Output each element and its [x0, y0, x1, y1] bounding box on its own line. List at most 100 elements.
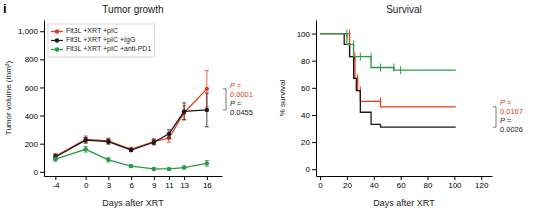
x-tick: 13 — [180, 176, 189, 190]
chart-panel: 020406080100120020406080100SurvivalDays … — [278, 4, 523, 208]
point — [152, 139, 156, 143]
error-bar — [182, 166, 186, 169]
x-axis-line — [317, 176, 493, 177]
y-tick-mark — [312, 169, 316, 170]
error-bar-cap — [84, 135, 88, 136]
plot-marks — [320, 30, 456, 128]
error-bar-cap — [182, 119, 186, 120]
y-tick: 800 — [25, 55, 44, 64]
annotation: P = — [230, 99, 242, 108]
y-tick: 60 — [301, 84, 316, 93]
x-tick-label: 9 — [152, 181, 157, 190]
y-tick-label: 800 — [25, 55, 39, 64]
y-tick-label: 0 — [34, 168, 39, 177]
x-axis-title: Days after XRT — [102, 198, 164, 208]
error-bar — [167, 130, 171, 138]
point — [129, 164, 133, 168]
y-tick: 100 — [297, 30, 316, 39]
x-tick-mark — [108, 176, 109, 180]
point — [152, 140, 156, 144]
y-tick: 400 — [25, 112, 44, 121]
y-tick: 40 — [301, 111, 316, 120]
y-tick: 80 — [301, 57, 316, 66]
x-tick-label: 60 — [397, 181, 406, 190]
x-tick: 20 — [343, 176, 352, 190]
y-tick-mark — [312, 115, 316, 116]
x-tick-mark — [207, 176, 208, 180]
error-bar-cap — [182, 119, 186, 120]
y-tick-label: 200 — [25, 140, 39, 149]
point — [167, 132, 171, 136]
point — [129, 148, 133, 152]
error-bar — [152, 140, 156, 145]
x-tick-mark — [401, 176, 402, 180]
point — [106, 158, 110, 162]
point — [152, 167, 156, 171]
y-tick-mark — [312, 88, 316, 89]
error-bar-cap — [167, 142, 171, 143]
annotation: P = — [500, 98, 512, 107]
y-tick-mark — [40, 116, 44, 117]
point — [106, 139, 110, 143]
error-bar — [205, 161, 209, 167]
y-tick-label: 600 — [25, 84, 39, 93]
x-axis-title: Days after XRT — [373, 198, 435, 208]
y-tick-mark — [40, 31, 44, 32]
x-tick-label: -4 — [52, 181, 60, 190]
point — [205, 161, 209, 165]
error-bar-cap — [205, 160, 209, 161]
point — [167, 167, 171, 171]
x-tick-mark — [86, 176, 87, 180]
error-bar-cap — [205, 70, 209, 71]
point — [205, 108, 209, 112]
point — [53, 157, 57, 161]
x-tick-mark — [454, 176, 455, 180]
bracket — [223, 89, 226, 110]
annotation: 0.0455 — [230, 108, 253, 117]
x-tick-label: 13 — [180, 181, 189, 190]
y-tick-mark — [312, 142, 316, 143]
y-tick-label: 20 — [301, 138, 310, 147]
x-tick: 6 — [129, 176, 134, 190]
y-tick-label: 100 — [297, 30, 311, 39]
censor-mark — [400, 66, 401, 74]
annotation: 0.0026 — [500, 125, 523, 134]
annotation: P = — [500, 116, 512, 125]
error-bar-cap — [84, 152, 88, 153]
x-tick: 60 — [397, 176, 406, 190]
y-tick-mark — [312, 34, 316, 35]
point — [182, 109, 186, 113]
legend-label: Flt3L +XRT +pIC +IgG — [66, 36, 135, 44]
x-tick-mark — [154, 176, 155, 180]
y-axis-line — [44, 21, 45, 177]
error-bar — [106, 158, 110, 162]
x-axis-line — [45, 176, 223, 177]
x-tick: 3 — [107, 176, 112, 190]
series — [320, 30, 456, 75]
error-bar — [84, 146, 88, 152]
series — [320, 30, 456, 107]
error-bar-cap — [205, 166, 209, 167]
bracket — [493, 107, 496, 127]
error-bar — [152, 139, 156, 145]
point — [83, 138, 87, 142]
point — [129, 147, 133, 151]
chart-panel: -4036911131602004006008001,000Tumor grow… — [4, 4, 253, 208]
annotations: P =0.0167P =0.0026 — [493, 98, 523, 134]
series — [53, 71, 209, 160]
error-bar — [84, 137, 88, 143]
legend: Flt3L +XRT +pICFlt3L +XRT +pIC +IgGFlt3L… — [48, 24, 154, 57]
error-bar — [129, 147, 133, 151]
y-tick-label: 40 — [301, 111, 310, 120]
annotations: P =0.0001P =0.0455 — [223, 81, 253, 117]
censor-mark — [380, 63, 381, 71]
legend-marker — [55, 29, 59, 33]
x-axis: -40369111316 — [45, 176, 223, 190]
x-tick-mark — [428, 176, 429, 180]
x-tick-label: 6 — [129, 181, 134, 190]
series — [53, 93, 209, 159]
error-bar — [205, 93, 209, 127]
point — [182, 165, 186, 169]
x-tick: -4 — [52, 176, 60, 190]
error-bar-cap — [84, 146, 88, 147]
